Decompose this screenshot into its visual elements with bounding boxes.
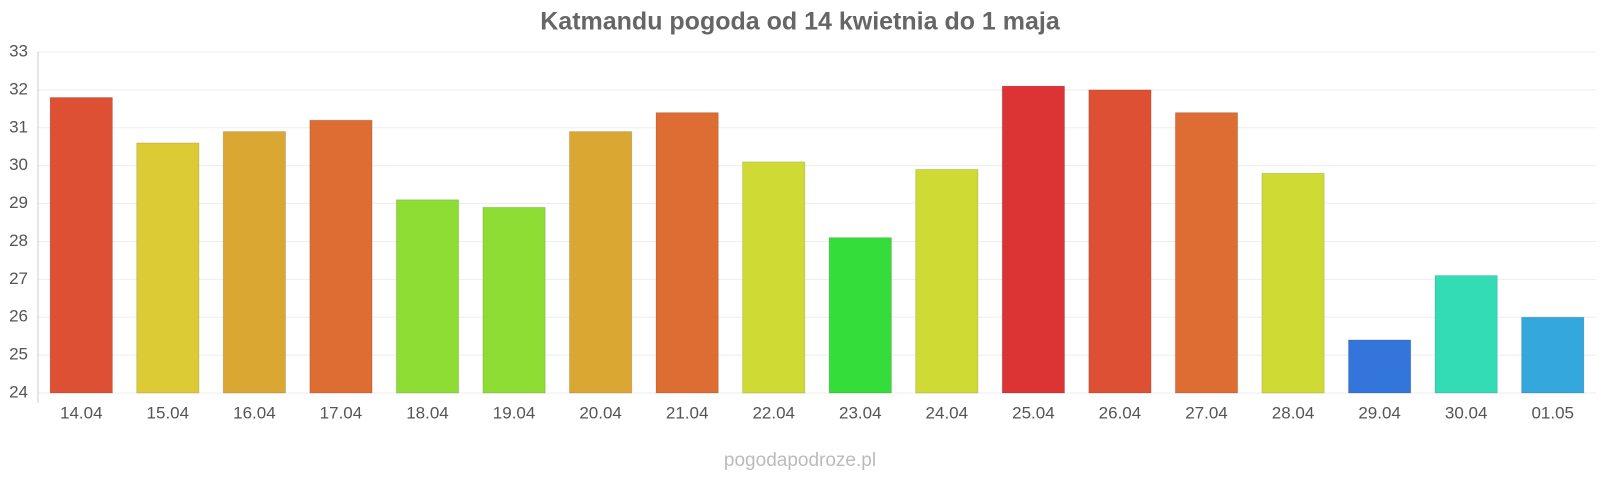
x-tick-label: 19.04 — [493, 403, 536, 422]
y-tick-label: 31 — [9, 117, 28, 136]
chart-title: Katmandu pogoda od 14 kwietnia do 1 maja — [540, 8, 1061, 36]
bar — [309, 119, 373, 394]
bar — [655, 112, 719, 394]
bar — [136, 142, 200, 394]
x-tick-label: 30.04 — [1445, 403, 1488, 422]
bar — [222, 131, 287, 394]
x-tick-label: 25.04 — [1012, 403, 1055, 422]
x-tick-label: 24.04 — [926, 403, 969, 422]
bar — [49, 96, 113, 394]
bar — [1434, 275, 1498, 394]
x-tick-label: 15.04 — [147, 403, 190, 422]
bar — [482, 206, 546, 394]
y-tick-label: 28 — [9, 231, 28, 250]
bar — [1001, 85, 1066, 394]
bar — [915, 168, 979, 394]
bar — [828, 237, 892, 394]
x-tick-label: 01.05 — [1531, 403, 1574, 422]
x-tick-label: 23.04 — [839, 403, 882, 422]
y-tick-label: 25 — [9, 345, 28, 364]
y-tick-label: 26 — [9, 307, 28, 326]
bar — [742, 161, 806, 394]
y-tick-label: 32 — [9, 79, 28, 98]
bar — [1347, 339, 1412, 394]
x-tick-label: 22.04 — [752, 403, 795, 422]
bar — [395, 199, 460, 394]
x-tick-label: 26.04 — [1099, 403, 1142, 422]
bar — [568, 131, 633, 394]
x-tick-label: 27.04 — [1185, 403, 1228, 422]
source: pogodapodroze.pl — [724, 450, 876, 471]
bar — [1174, 112, 1239, 394]
x-tick-label: 14.04 — [60, 403, 103, 422]
y-tick-label: 27 — [9, 269, 28, 288]
y-tick-label: 33 — [9, 41, 28, 60]
x-tick-label: 29.04 — [1358, 403, 1401, 422]
x-tick-label: 16.04 — [233, 403, 276, 422]
bar — [1261, 172, 1325, 394]
bar — [1521, 316, 1585, 394]
x-tick-label: 28.04 — [1272, 403, 1315, 422]
x-tick-label: 20.04 — [579, 403, 622, 422]
y-tick-label: 30 — [9, 155, 28, 174]
bar — [1088, 89, 1152, 394]
x-tick-label: 17.04 — [320, 403, 363, 422]
y-tick-label: 29 — [9, 193, 28, 212]
x-tick-label: 21.04 — [666, 403, 709, 422]
x-tick-label: 18.04 — [406, 403, 449, 422]
y-tick-label: 24 — [9, 382, 28, 401]
